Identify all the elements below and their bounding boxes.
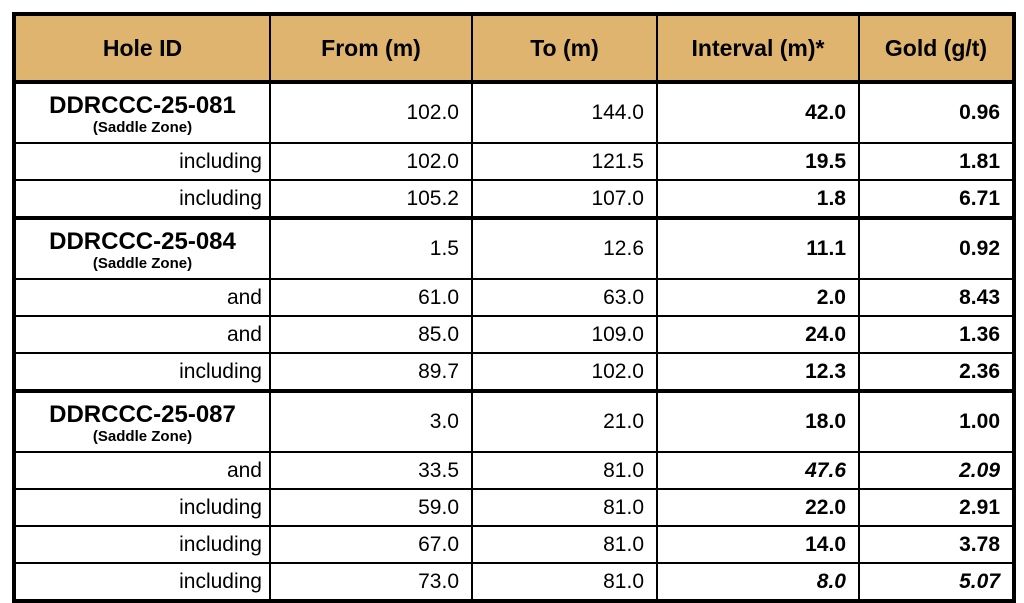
row-label: and	[226, 285, 262, 309]
interval-cell: 42.0	[656, 80, 860, 144]
interval-cell: 47.6	[656, 451, 860, 490]
to-cell: 21.0	[471, 389, 658, 453]
header-cell-interval: Interval (m)*	[656, 13, 860, 84]
table-row-sub: and 33.5 81.0 47.6 2.09	[13, 451, 1015, 490]
from-cell: 67.0	[269, 525, 473, 564]
table-row-sub: including 102.0 121.5 19.5 1.81	[13, 142, 1015, 181]
from-cell: 33.5	[269, 451, 473, 490]
interval-cell: 19.5	[656, 142, 860, 181]
hole-name: DDRCCC-25-087	[49, 400, 236, 428]
table-row-sub: including 105.2 107.0 1.8 6.71	[13, 179, 1015, 219]
table-row-sub: including 59.0 81.0 22.0 2.91	[13, 488, 1015, 527]
to-cell: 144.0	[471, 80, 658, 144]
hole-id-cell: and	[13, 451, 271, 490]
gold-cell: 1.81	[858, 142, 1015, 181]
interval-cell: 11.1	[656, 216, 860, 280]
gold-cell: 0.96	[858, 80, 1015, 144]
from-cell: 1.5	[269, 216, 473, 280]
header-cell-from: From (m)	[269, 13, 473, 84]
interval-cell: 18.0	[656, 389, 860, 453]
to-cell: 81.0	[471, 488, 658, 527]
hole-name: DDRCCC-25-084	[49, 227, 236, 255]
table-row-sub: and 85.0 109.0 24.0 1.36	[13, 315, 1015, 354]
to-cell: 121.5	[471, 142, 658, 181]
row-label: including	[179, 532, 262, 556]
hole-id-cell: including	[13, 142, 271, 181]
interval-cell: 22.0	[656, 488, 860, 527]
to-cell: 107.0	[471, 179, 658, 219]
row-label: and	[226, 322, 262, 346]
table-row-sub: including 89.7 102.0 12.3 2.36	[13, 352, 1015, 392]
gold-cell: 3.78	[858, 525, 1015, 564]
gold-cell: 2.09	[858, 451, 1015, 490]
to-cell: 81.0	[471, 562, 658, 602]
table-row-sub: and 61.0 63.0 2.0 8.43	[13, 278, 1015, 317]
interval-cell: 14.0	[656, 525, 860, 564]
gold-cell: 1.00	[858, 389, 1015, 453]
hole-id-cell: including	[13, 562, 271, 602]
table-row-hole: DDRCCC-25-081 (Saddle Zone) 102.0 144.0 42.0…	[13, 80, 1015, 144]
row-label: including	[179, 495, 262, 519]
to-cell: 109.0	[471, 315, 658, 354]
gold-cell: 2.91	[858, 488, 1015, 527]
to-cell: 63.0	[471, 278, 658, 317]
row-label: and	[226, 458, 262, 482]
to-cell: 12.6	[471, 216, 658, 280]
from-cell: 102.0	[269, 80, 473, 144]
hole-id-cell: DDRCCC-25-081 (Saddle Zone)	[13, 80, 271, 144]
zone-label: (Saddle Zone)	[92, 254, 193, 272]
gold-cell: 6.71	[858, 179, 1015, 219]
interval-cell: 1.8	[656, 179, 860, 219]
interval-cell: 12.3	[656, 352, 860, 392]
from-cell: 105.2	[269, 179, 473, 219]
from-cell: 61.0	[269, 278, 473, 317]
from-cell: 73.0	[269, 562, 473, 602]
gold-cell: 8.43	[858, 278, 1015, 317]
hole-id-cell: DDRCCC-25-087 (Saddle Zone)	[13, 389, 271, 453]
drill-results-table: Hole ID From (m) To (m) Interval (m)* Gold (…	[12, 12, 1016, 603]
row-label: including	[179, 569, 262, 593]
hole-id-cell: including	[13, 488, 271, 527]
gold-cell: 1.36	[858, 315, 1015, 354]
interval-cell: 24.0	[656, 315, 860, 354]
table-row-hole: DDRCCC-25-087 (Saddle Zone) 3.0 21.0 18.0 1.0…	[13, 389, 1015, 453]
header-row: Hole ID From (m) To (m) Interval (m)* Gold (…	[13, 13, 1015, 84]
from-cell: 89.7	[269, 352, 473, 392]
gold-cell: 2.36	[858, 352, 1015, 392]
zone-label: (Saddle Zone)	[92, 118, 193, 136]
row-label: including	[179, 149, 262, 173]
from-cell: 59.0	[269, 488, 473, 527]
from-cell: 85.0	[269, 315, 473, 354]
from-cell: 3.0	[269, 389, 473, 453]
gold-cell: 5.07	[858, 562, 1015, 602]
hole-id-cell: and	[13, 278, 271, 317]
hole-id-cell: and	[13, 315, 271, 354]
from-cell: 102.0	[269, 142, 473, 181]
interval-cell: 2.0	[656, 278, 860, 317]
row-label: including	[179, 359, 262, 383]
row-label: including	[179, 186, 262, 210]
hole-id-cell: including	[13, 525, 271, 564]
hole-name: DDRCCC-25-081	[49, 91, 236, 119]
to-cell: 81.0	[471, 525, 658, 564]
zone-label: (Saddle Zone)	[92, 427, 193, 445]
interval-cell: 8.0	[656, 562, 860, 602]
hole-id-cell: DDRCCC-25-084 (Saddle Zone)	[13, 216, 271, 280]
table-row-sub: including 73.0 81.0 8.0 5.07	[13, 562, 1015, 602]
hole-id-cell: including	[13, 352, 271, 392]
hole-id-cell: including	[13, 179, 271, 219]
page: Hole ID From (m) To (m) Interval (m)* Gold (…	[12, 12, 1016, 603]
gold-cell: 0.92	[858, 216, 1015, 280]
header-cell-to: To (m)	[471, 13, 658, 84]
table-row-hole: DDRCCC-25-084 (Saddle Zone) 1.5 12.6 11.1 0.9…	[13, 216, 1015, 280]
table-row-sub: including 67.0 81.0 14.0 3.78	[13, 525, 1015, 564]
to-cell: 81.0	[471, 451, 658, 490]
header-cell-hole-id: Hole ID	[13, 13, 271, 84]
to-cell: 102.0	[471, 352, 658, 392]
header-cell-gold: Gold (g/t)	[858, 13, 1015, 84]
